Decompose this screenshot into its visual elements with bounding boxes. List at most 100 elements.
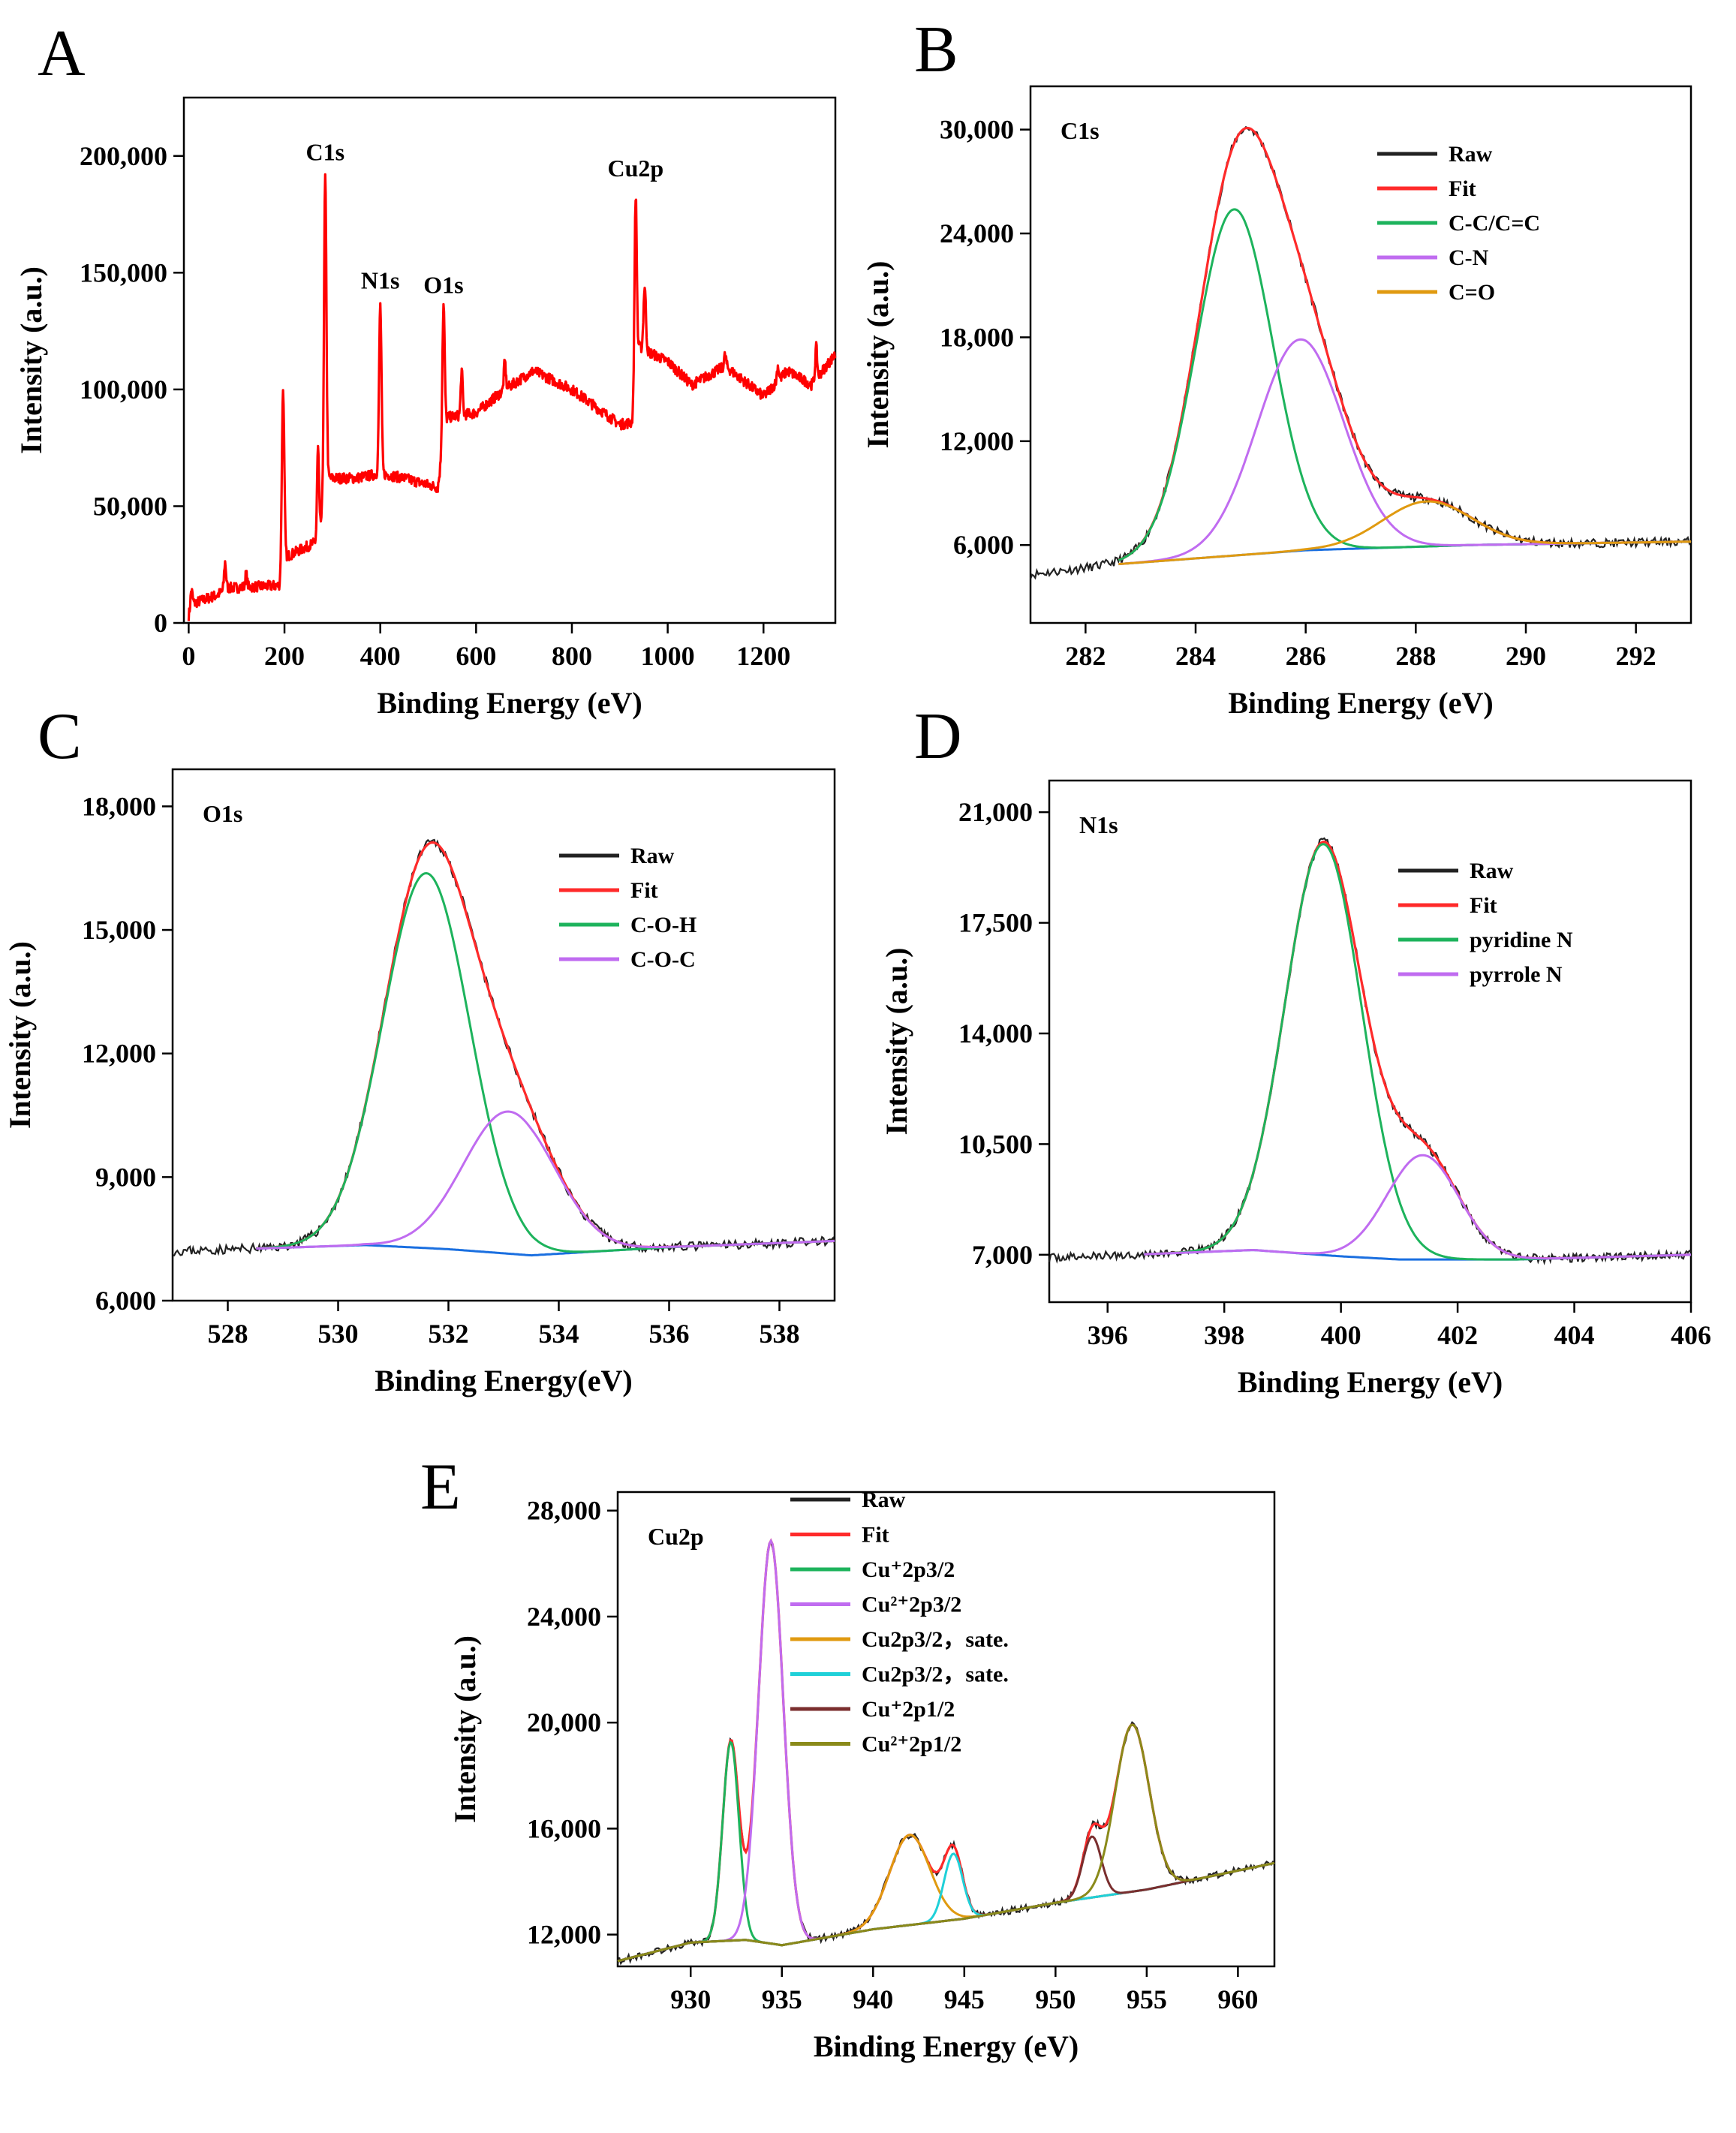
raw-data-line — [1029, 125, 1692, 580]
y-tick-label: 15,000 — [82, 915, 156, 945]
x-tick-label: 200 — [264, 641, 305, 671]
legend-entry: C-N — [1449, 245, 1489, 270]
y-tick-label: 24,000 — [940, 218, 1014, 248]
legend-entry: pyridine N — [1470, 928, 1573, 952]
x-axis-label: Binding Energy (eV) — [1238, 1365, 1503, 1399]
peak-annotation: O1s — [423, 272, 463, 299]
x-tick-label: 284 — [1175, 641, 1216, 671]
y-tick-label: 30,000 — [940, 115, 1014, 145]
y-tick-label: 12,000 — [940, 426, 1014, 456]
y-tick-label: 50,000 — [93, 491, 167, 521]
x-tick-label: 528 — [208, 1319, 248, 1349]
x-tick-label: 536 — [649, 1319, 690, 1349]
x-tick-label: 282 — [1065, 641, 1106, 671]
plot-frame — [1029, 85, 1692, 624]
y-tick-label: 200,000 — [80, 141, 167, 171]
legend-entry: C-C/C=C — [1449, 211, 1540, 236]
y-tick-label: 16,000 — [527, 1813, 601, 1843]
x-tick-label: 400 — [1321, 1320, 1361, 1350]
y-tick-label: 9,000 — [95, 1162, 156, 1192]
x-tick-label: 532 — [429, 1319, 469, 1349]
x-tick-label: 1200 — [736, 641, 790, 671]
legend-entry: Cu⁺2p3/2 — [862, 1557, 955, 1582]
legend-entry: Raw — [1449, 142, 1493, 167]
y-tick-label: 20,000 — [527, 1707, 601, 1737]
y-tick-label: 28,000 — [527, 1496, 601, 1526]
x-tick-label: 286 — [1286, 641, 1326, 671]
x-tick-label: 800 — [552, 641, 592, 671]
x-tick-label: 538 — [760, 1319, 800, 1349]
legend-entry: C-O-H — [630, 913, 697, 937]
y-axis-label: Intensity (a.u.) — [448, 1635, 482, 1823]
y-axis-label: Intensity (a.u.) — [14, 266, 48, 454]
peak-annotation: C1s — [305, 138, 344, 165]
plot-frame — [616, 1491, 1276, 1968]
panel-letter-d: D — [914, 700, 962, 773]
x-tick-label: 945 — [944, 1984, 985, 2014]
y-tick-label: 18,000 — [940, 322, 1014, 352]
raw-data-line — [172, 838, 836, 1257]
x-tick-label: 400 — [360, 641, 401, 671]
x-axis-label: Binding Energy(eV) — [375, 1364, 632, 1397]
legend-entry: Cu⁺2p1/2 — [862, 1697, 955, 1722]
x-tick-label: 935 — [762, 1984, 802, 2014]
x-tick-label: 290 — [1506, 641, 1546, 671]
region-annotation: C1s — [1061, 117, 1100, 144]
panel-letter-c: C — [38, 700, 82, 773]
panel-letter-b: B — [914, 14, 958, 86]
x-tick-label: 0 — [182, 641, 195, 671]
component-line — [1144, 1154, 1692, 1260]
y-tick-label: 24,000 — [527, 1602, 601, 1632]
component-line — [256, 871, 835, 1253]
panel-letter-a: A — [38, 17, 86, 90]
x-axis-label: Binding Energy (eV) — [814, 2029, 1079, 2063]
y-tick-label: 17,500 — [958, 908, 1033, 938]
legend-entry: pyrrole N — [1470, 962, 1563, 987]
legend-entry: Cu²⁺2p3/2 — [862, 1593, 961, 1617]
region-annotation: Cu2p — [648, 1523, 704, 1550]
y-tick-label: 100,000 — [80, 375, 167, 405]
legend-entry: Fit — [630, 878, 658, 903]
legend-entry: Raw — [862, 1488, 906, 1512]
o1s-panel: 528 530 532 534 536 538 6,000 9,000 12,000 15,000… — [3, 768, 836, 1397]
peak-annotation: N1s — [361, 266, 400, 293]
y-axis-label: Intensity (a.u.) — [861, 260, 895, 448]
component-line — [617, 1723, 1275, 1963]
x-tick-label: 940 — [853, 1984, 893, 2014]
y-tick-label: 150,000 — [80, 257, 167, 287]
y-axis-label: Intensity (a.u.) — [880, 947, 913, 1135]
x-tick-label: 398 — [1204, 1320, 1244, 1350]
survey-series-line — [187, 173, 837, 621]
plot-frame — [182, 96, 837, 624]
raw-data-line — [1048, 837, 1692, 1265]
legend-entry: C=O — [1449, 280, 1495, 305]
y-tick-label: 12,000 — [82, 1039, 156, 1069]
x-tick-label: 530 — [318, 1319, 359, 1349]
component-line — [256, 1110, 835, 1250]
legend-entry: Cu²⁺2p1/2 — [862, 1732, 961, 1757]
peak-annotation: Cu2p — [608, 155, 664, 182]
legend-entry: Fit — [1470, 893, 1497, 918]
legend-entry: Cu2p3/2，sate. — [862, 1662, 1009, 1687]
x-tick-label: 955 — [1127, 1984, 1167, 2014]
legend-entry: C-O-C — [630, 947, 696, 972]
y-axis-label: Intensity (a.u.) — [3, 941, 37, 1129]
plot-frame — [1048, 779, 1692, 1304]
y-tick-label: 6,000 — [953, 530, 1014, 560]
component-line — [1118, 338, 1691, 565]
x-tick-label: 292 — [1616, 641, 1656, 671]
y-tick-label: 18,000 — [82, 791, 156, 821]
y-tick-label: 21,000 — [958, 797, 1033, 827]
cu2p-panel: 930 935 940 945 950 955 960 12,000 16,000 20,000 2… — [448, 1488, 1276, 2063]
legend-entry: Raw — [1470, 859, 1514, 883]
plot-frame — [171, 768, 836, 1302]
x-tick-label: 406 — [1671, 1320, 1711, 1350]
legend-entry: Cu2p3/2，sate. — [862, 1627, 1009, 1652]
legend-entry: Fit — [1449, 176, 1476, 201]
fit-line — [1118, 126, 1691, 561]
x-tick-label: 534 — [539, 1319, 579, 1349]
y-tick-label: 6,000 — [95, 1286, 156, 1316]
x-tick-label: 930 — [670, 1984, 711, 2014]
x-tick-label: 600 — [456, 641, 496, 671]
